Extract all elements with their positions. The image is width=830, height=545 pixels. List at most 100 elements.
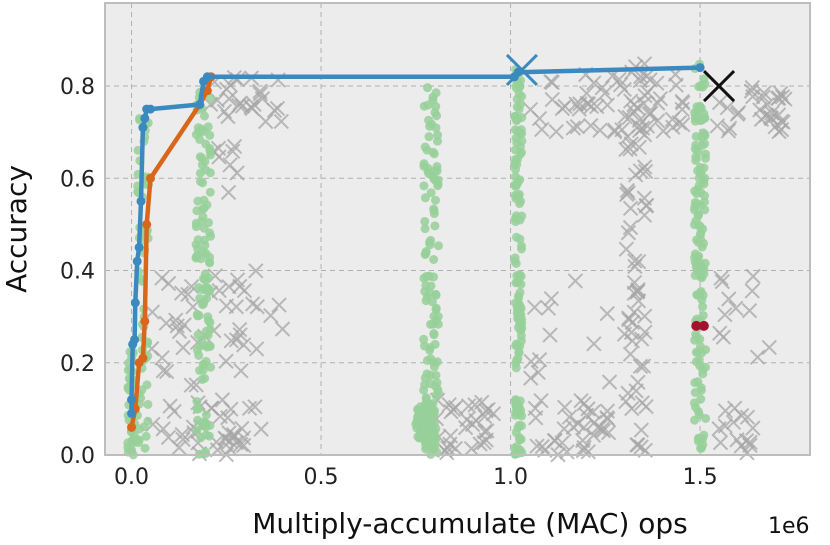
green-point xyxy=(412,416,422,426)
cross-marker xyxy=(183,377,199,393)
green-point xyxy=(193,123,203,133)
cross-marker xyxy=(477,423,493,440)
cross-marker xyxy=(523,370,539,386)
cross-marker xyxy=(741,302,758,319)
cross-marker xyxy=(713,270,729,286)
green-point xyxy=(699,109,709,119)
green-point xyxy=(433,181,443,191)
cross-marker xyxy=(222,157,238,173)
cross-marker xyxy=(720,123,737,139)
cross-marker xyxy=(252,86,268,102)
cross-marker xyxy=(218,431,234,447)
green-point xyxy=(422,355,432,365)
cross-marker xyxy=(626,304,642,320)
green-point xyxy=(691,140,701,150)
green-point xyxy=(422,430,432,440)
cross-marker xyxy=(719,99,736,116)
cross-marker xyxy=(222,433,238,449)
cross-marker xyxy=(565,120,582,136)
cross-marker xyxy=(671,114,687,131)
cross-marker xyxy=(764,105,780,121)
red-point xyxy=(691,320,702,331)
green-point xyxy=(428,95,438,105)
cross-marker xyxy=(235,337,252,353)
cross-marker xyxy=(600,411,616,427)
green-point xyxy=(191,218,201,228)
cross-marker xyxy=(235,430,252,446)
cross-marker xyxy=(585,404,601,420)
cross-marker xyxy=(761,339,777,356)
cross-marker xyxy=(753,111,770,128)
series-point xyxy=(127,408,137,418)
cross-marker xyxy=(652,90,669,107)
green-point xyxy=(206,231,216,241)
green-point xyxy=(517,128,527,138)
cross-marker xyxy=(443,404,459,420)
green-point xyxy=(201,410,211,420)
cross-marker xyxy=(744,283,760,299)
cross-marker xyxy=(635,358,652,374)
cross-marker xyxy=(632,358,649,375)
green-point xyxy=(193,330,203,340)
green-point xyxy=(431,289,441,299)
series-point xyxy=(195,99,205,109)
x-tick-label: 1.0 xyxy=(493,465,528,490)
green-point xyxy=(515,270,525,280)
green-point xyxy=(143,399,153,409)
cross-marker xyxy=(211,282,227,299)
green-point xyxy=(429,204,439,214)
special-x-marker xyxy=(702,69,736,103)
cross-marker xyxy=(176,317,192,333)
green-point xyxy=(193,235,203,245)
green-point xyxy=(701,413,711,423)
x-tick-label: 1.5 xyxy=(683,465,718,490)
green-point xyxy=(512,138,522,148)
cross-marker xyxy=(530,364,546,381)
cross-marker xyxy=(540,300,557,316)
cross-marker xyxy=(171,439,187,456)
green-point xyxy=(517,211,527,221)
green-point xyxy=(194,350,204,360)
cross-marker xyxy=(248,341,265,357)
green-point xyxy=(511,258,521,268)
cross-marker xyxy=(542,327,558,343)
cross-marker xyxy=(711,94,728,111)
y-tick-label: 0.6 xyxy=(60,167,95,192)
cross-marker xyxy=(594,79,610,96)
cross-marker xyxy=(622,346,639,362)
cross-marker xyxy=(567,273,584,289)
series-point xyxy=(138,123,148,133)
green-point xyxy=(202,340,212,350)
cross-marker xyxy=(739,409,756,425)
cross-marker xyxy=(266,102,283,119)
cross-marker xyxy=(246,96,262,113)
green-point xyxy=(425,399,435,409)
green-point xyxy=(424,115,434,125)
cross-marker xyxy=(643,105,659,121)
green-point xyxy=(420,193,430,203)
green-point xyxy=(512,83,522,93)
cross-marker xyxy=(218,353,234,369)
green-point xyxy=(690,113,700,123)
green-point xyxy=(137,385,147,395)
green-point xyxy=(689,398,699,408)
red-point xyxy=(698,320,709,331)
green-point xyxy=(429,329,439,339)
green-point xyxy=(691,216,701,226)
green-point xyxy=(203,316,213,326)
green-point xyxy=(196,433,206,443)
cross-marker xyxy=(631,139,647,155)
cross-marker xyxy=(166,403,182,420)
green-point xyxy=(431,195,441,205)
series-point xyxy=(130,335,140,345)
cross-marker xyxy=(478,403,494,419)
cross-marker xyxy=(529,438,545,454)
series-point xyxy=(695,63,705,73)
cross-marker xyxy=(586,336,602,352)
green-point xyxy=(199,359,209,369)
green-point xyxy=(510,172,520,182)
cross-marker xyxy=(467,397,483,413)
green-point xyxy=(424,408,434,418)
green-point xyxy=(434,388,444,398)
green-point xyxy=(203,330,213,340)
